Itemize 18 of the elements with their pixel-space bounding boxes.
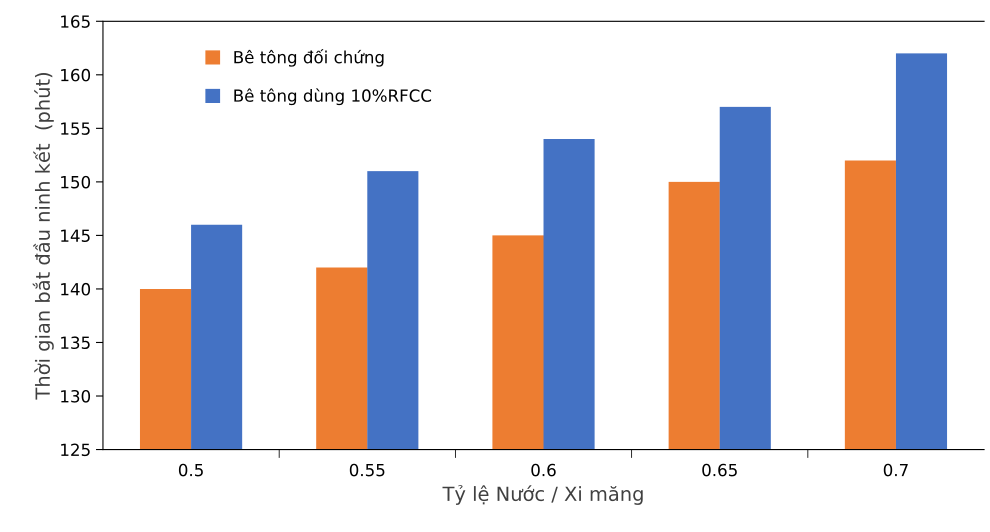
- y-tick-label: 155: [61, 122, 90, 135]
- y-tick-label: 140: [61, 282, 90, 296]
- x-tick-label: 0.55: [350, 464, 384, 476]
- y-axis-title: Thời gian bắt đầu ninh kết (phút): [32, 72, 54, 400]
- x-tick-label: 0.7: [884, 464, 908, 476]
- y-tick-label: 130: [61, 390, 90, 403]
- y-tick-label: 125: [61, 444, 90, 456]
- y-tick-label: 135: [61, 336, 90, 350]
- legend-label: Bê tông đối chứng: [234, 49, 384, 67]
- x-axis-title: Tỷ lệ Nước / Xi măng: [442, 485, 643, 505]
- legend-label: Bê tông dùng 10%RFCC: [234, 88, 432, 106]
- y-tick-label: 160: [61, 68, 90, 82]
- x-tick-label: 0.5: [178, 464, 203, 476]
- y-tick-label: 165: [61, 15, 90, 28]
- x-tick-label: 0.6: [531, 464, 556, 476]
- x-tick-label: 0.65: [702, 464, 737, 476]
- y-tick-label: 145: [61, 230, 90, 242]
- y-tick-label: 150: [61, 176, 90, 188]
